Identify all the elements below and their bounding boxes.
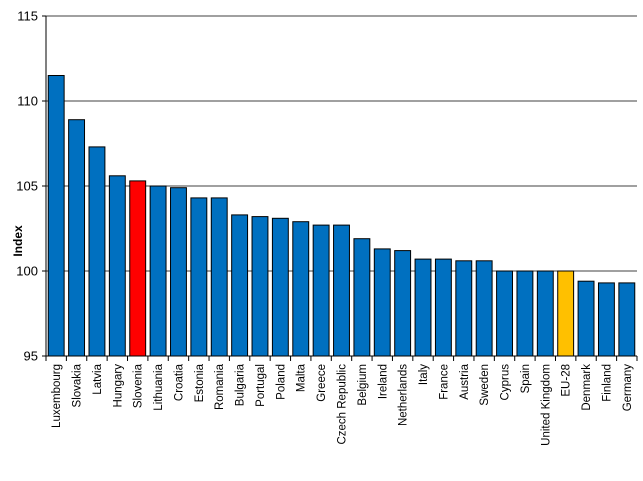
y-tick-label: 95 bbox=[24, 349, 38, 364]
bar-germany bbox=[618, 282, 636, 357]
x-tick-label: EU-28 bbox=[561, 364, 573, 397]
bar-italy bbox=[414, 258, 432, 357]
bar-estonia bbox=[190, 197, 208, 357]
bar-france bbox=[434, 258, 452, 357]
bar-netherlands bbox=[394, 250, 412, 357]
x-tick-label: Greece bbox=[316, 364, 328, 402]
y-tick-labels: 95 100 105 110 115 bbox=[16, 9, 38, 364]
bar-denmark bbox=[577, 280, 595, 357]
bar-poland bbox=[271, 217, 289, 357]
bar-malta bbox=[292, 221, 310, 357]
x-tick-label: Cyprus bbox=[500, 364, 512, 401]
x-tick-label: Italy bbox=[418, 364, 430, 385]
y-tick-label: 100 bbox=[16, 264, 38, 279]
x-tick-label: Luxembourg bbox=[51, 364, 63, 428]
y-tick-label: 115 bbox=[17, 9, 38, 24]
bar-austria bbox=[455, 260, 473, 357]
x-tick-label: United Kingdom bbox=[540, 364, 552, 446]
bar-belgium bbox=[353, 238, 371, 357]
x-tick-label: Bulgaria bbox=[235, 363, 247, 406]
x-tick-label: Netherlands bbox=[398, 364, 410, 426]
x-tick-label: Hungary bbox=[112, 364, 124, 408]
x-tick-label: Austria bbox=[459, 363, 471, 399]
bar-eu-28 bbox=[557, 270, 575, 357]
bar-slovakia bbox=[68, 119, 86, 357]
x-tick-label: Belgium bbox=[357, 364, 369, 406]
bar-spain bbox=[516, 270, 534, 357]
x-tick-label: Portugal bbox=[255, 364, 267, 407]
bar-lithuania bbox=[149, 185, 167, 357]
y-axis-title: Index bbox=[11, 225, 25, 257]
bar-romania bbox=[210, 197, 228, 357]
x-tick-label: Germany bbox=[622, 364, 634, 412]
bar-portugal bbox=[251, 216, 269, 357]
bar-greece bbox=[312, 224, 330, 357]
x-tick-label: Malta bbox=[296, 363, 308, 392]
bar-sweden bbox=[475, 260, 493, 357]
axes bbox=[42, 15, 638, 361]
x-tick-label: Denmark bbox=[581, 364, 593, 411]
x-tick-label: Estonia bbox=[194, 363, 206, 402]
y-tick-label: 105 bbox=[16, 179, 38, 194]
x-tick-label: Slovenia bbox=[133, 363, 145, 408]
x-tick-label: Romania bbox=[214, 363, 226, 410]
x-tick-label: Latvia bbox=[92, 363, 104, 394]
bar-latvia bbox=[88, 146, 106, 357]
x-tick-labels: Luxembourg Slovakia Latvia Hungary Slovenia L… bbox=[51, 363, 634, 445]
x-tick-label: Croatia bbox=[173, 363, 185, 401]
bar-czech-republic bbox=[333, 224, 350, 357]
x-tick-label: France bbox=[438, 364, 450, 400]
x-tick-label: Finland bbox=[601, 364, 613, 402]
x-tick-label: Poland bbox=[275, 364, 287, 400]
x-tick-label: Spain bbox=[520, 364, 532, 393]
x-tick-label: Ireland bbox=[377, 364, 389, 399]
bar-bulgaria bbox=[231, 214, 249, 357]
bar-luxembourg bbox=[47, 75, 65, 357]
bar-croatia bbox=[170, 187, 187, 357]
x-tick-label: Sweden bbox=[479, 364, 491, 406]
bar-cyprus bbox=[496, 270, 513, 357]
bar-united-kingdom bbox=[536, 270, 554, 357]
bar-ireland bbox=[373, 248, 391, 357]
bar-finland bbox=[597, 282, 615, 357]
bar-hungary bbox=[108, 175, 126, 357]
y-tick-label: 110 bbox=[17, 94, 38, 109]
bar-slovenia bbox=[129, 180, 147, 357]
bars bbox=[47, 75, 636, 357]
x-tick-label: Lithuania bbox=[153, 363, 165, 410]
x-tick-label: Slovakia bbox=[72, 363, 84, 407]
x-tick-label: Czech Republic bbox=[337, 364, 349, 445]
